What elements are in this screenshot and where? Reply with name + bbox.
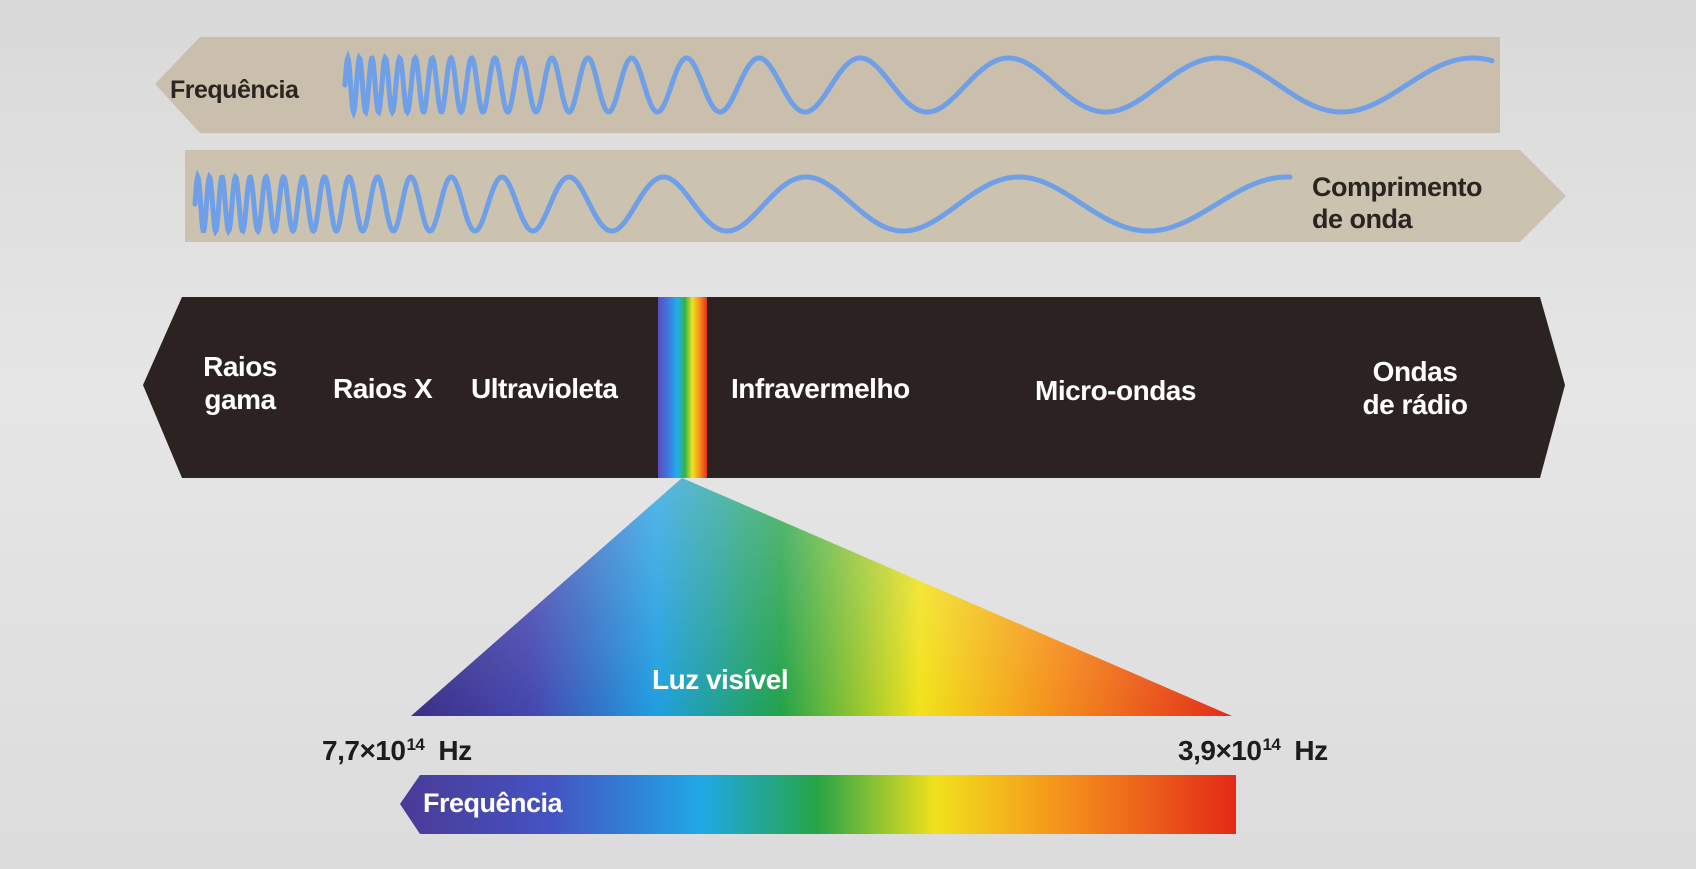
frequency-wave — [342, 50, 1495, 120]
frequency-label: Frequência — [170, 76, 299, 104]
frequency-high-value: 7,7×1014 Hz — [322, 734, 472, 766]
region-infrared: Infravermelho — [731, 373, 910, 404]
wavelength-band — [185, 150, 1566, 242]
wavelength-wave — [192, 169, 1293, 237]
visible-strip — [658, 297, 707, 478]
frequency-low-value: 3,9×1014 Hz — [1178, 734, 1328, 766]
visible-light-label: Luz visível — [652, 664, 789, 695]
bottom-frequency-label: Frequência — [423, 788, 563, 818]
region-ultraviolet: Ultravioleta — [471, 373, 618, 404]
region-gamma-rays: Raios gama — [203, 351, 277, 416]
region-radio-waves: Ondas de rádio — [1362, 356, 1468, 421]
region-microwaves: Micro-ondas — [1035, 375, 1196, 406]
frequency-bar — [400, 775, 1236, 834]
region-x-rays: Raios X — [333, 373, 433, 404]
wavelength-label: Comprimento de onda — [1312, 172, 1483, 234]
spectrum-band — [143, 297, 1565, 478]
